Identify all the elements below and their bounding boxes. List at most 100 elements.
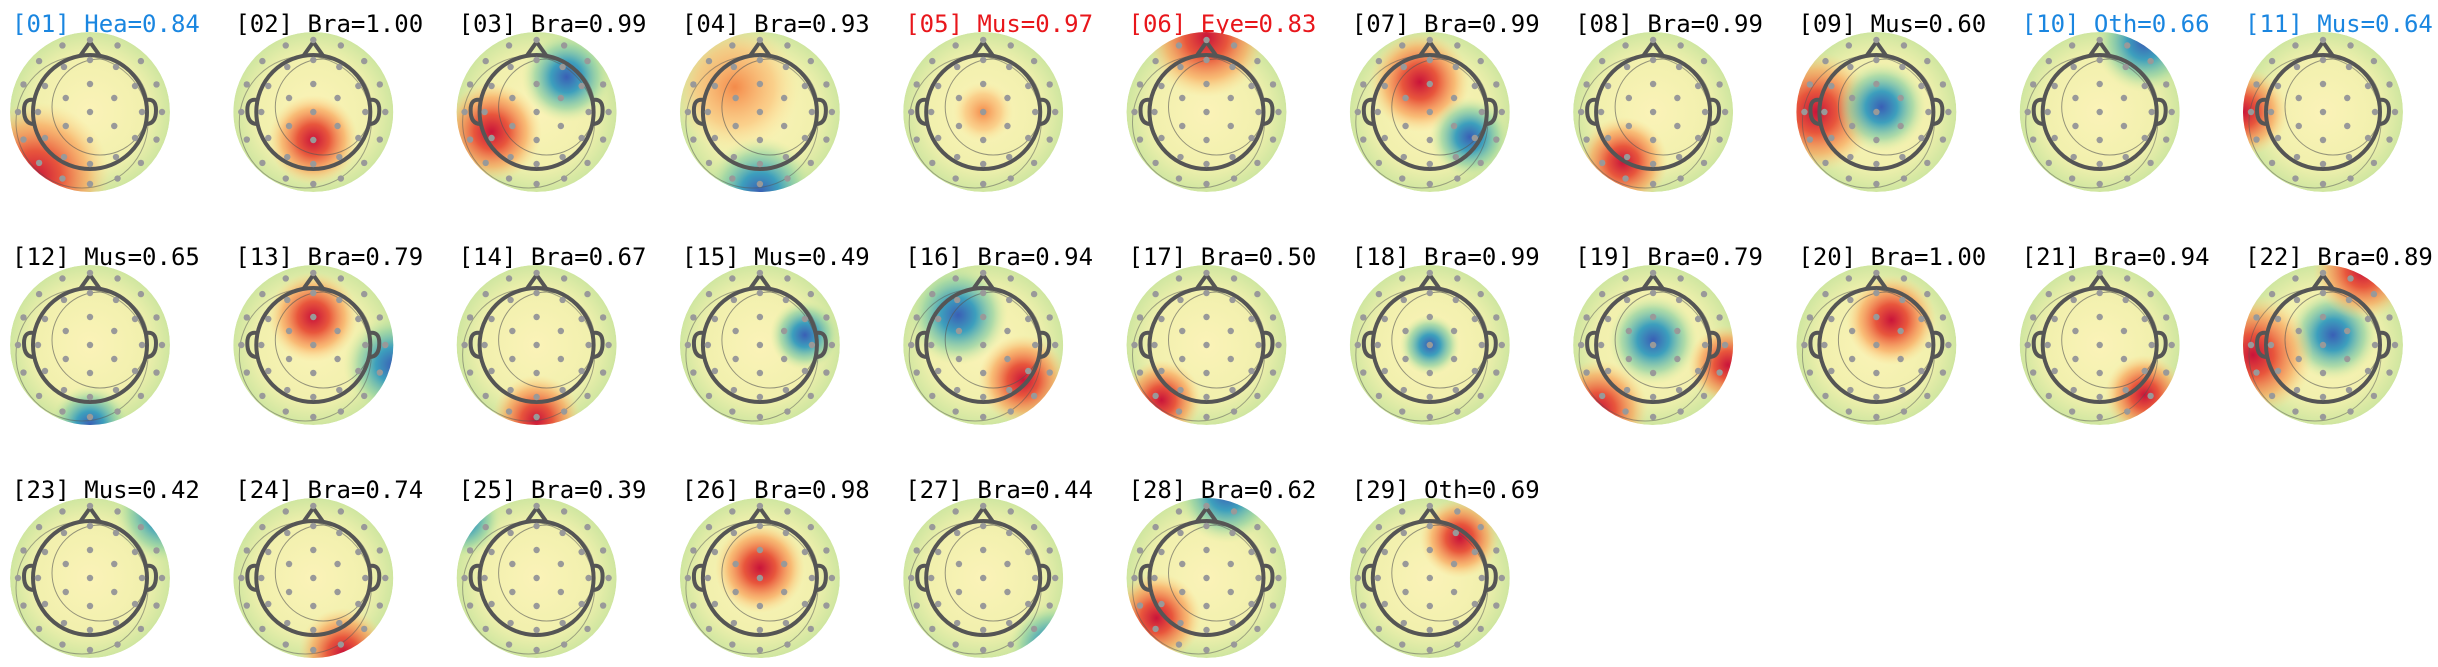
component: [23] Mus=0.42	[10, 476, 200, 658]
electrode	[86, 502, 94, 510]
electrode	[980, 160, 987, 168]
electrode	[1360, 136, 1367, 143]
electrode	[1598, 57, 1606, 65]
electrode	[1477, 57, 1484, 65]
electrode	[1900, 275, 1908, 282]
electrode	[35, 523, 43, 531]
electrode	[1203, 180, 1210, 188]
electrode	[111, 588, 118, 596]
electrode	[112, 63, 120, 71]
component-label: [08] Bra=0.99	[1575, 10, 1763, 38]
electrode	[2124, 42, 2131, 49]
electrode	[1177, 296, 1184, 304]
electrode	[488, 548, 495, 556]
electrode	[808, 108, 816, 116]
electrode	[1203, 546, 1210, 554]
electrode	[1354, 108, 1362, 116]
electrode	[1136, 547, 1144, 554]
electrode	[2295, 327, 2302, 335]
electrode	[711, 82, 719, 90]
ear-left	[245, 563, 258, 592]
electrode	[259, 392, 266, 400]
electrode	[265, 315, 272, 323]
electrode	[1360, 314, 1367, 321]
electrode	[729, 508, 736, 515]
electrode	[243, 547, 250, 554]
electrode	[1254, 625, 1261, 633]
electrode	[1052, 341, 1059, 349]
ear-right	[145, 563, 159, 592]
electrode	[1254, 290, 1261, 298]
electrode	[954, 296, 961, 304]
electrode	[2147, 159, 2154, 167]
electrode	[1873, 269, 1880, 277]
electrode	[1471, 600, 1479, 608]
electrode	[137, 625, 145, 633]
head-outline	[31, 286, 149, 404]
electrode	[2045, 290, 2052, 298]
electrode	[243, 369, 250, 376]
electrode	[705, 625, 713, 633]
head-outline	[31, 53, 149, 171]
topomap-blob	[2243, 67, 2288, 157]
electrode	[112, 529, 120, 537]
component-label: [03] Bra=0.99	[459, 10, 647, 38]
head-outline	[477, 519, 596, 637]
electrode	[1649, 80, 1657, 88]
electrode	[2319, 160, 2327, 168]
electrode	[2051, 315, 2058, 323]
electrode	[1007, 641, 1014, 648]
electrode	[1674, 327, 1681, 335]
ear-left	[691, 330, 705, 359]
electrode	[41, 367, 49, 375]
electrode	[908, 574, 915, 582]
electrode	[690, 314, 697, 321]
electrode	[336, 63, 343, 71]
electrode	[2024, 108, 2031, 116]
electrode	[908, 108, 915, 116]
electrode	[828, 574, 836, 582]
electrode	[20, 547, 27, 554]
electrode	[2386, 136, 2393, 143]
electrode	[466, 314, 474, 321]
electrode	[238, 574, 245, 582]
ear-right	[1262, 563, 1275, 592]
electrode	[376, 314, 384, 321]
electrode	[1478, 341, 1486, 349]
electrode	[1493, 136, 1500, 143]
electrode	[1004, 94, 1011, 102]
electrode	[2141, 315, 2148, 323]
electrode	[62, 588, 69, 596]
electrode	[1400, 386, 1408, 394]
electrode	[2068, 175, 2076, 182]
electrode	[533, 56, 540, 64]
electrode	[2051, 134, 2058, 142]
electrode	[265, 134, 272, 142]
electrode	[1426, 80, 1434, 88]
electrode	[2096, 413, 2103, 421]
electrode	[533, 80, 540, 88]
electrode	[1426, 369, 1434, 377]
electrode	[2096, 369, 2103, 377]
electrode	[1721, 341, 1729, 349]
electrode	[2029, 314, 2037, 321]
ear-right	[2378, 330, 2392, 359]
electrode	[1152, 392, 1159, 400]
component: [01] Hea=0.84	[10, 10, 200, 192]
electrode	[2029, 81, 2037, 88]
electrode	[1006, 619, 1013, 627]
component: [22] Bra=0.89	[2243, 243, 2433, 425]
electrode	[1471, 315, 1479, 323]
electrode	[1374, 341, 1382, 349]
electrode	[131, 82, 139, 90]
electrode	[1848, 327, 1856, 335]
electrode	[114, 275, 121, 282]
electrode	[2274, 367, 2282, 375]
component-label: [19] Bra=0.79	[1575, 243, 1763, 271]
electrode	[1847, 153, 1854, 161]
electrode	[1248, 600, 1255, 608]
electrode	[1848, 355, 1856, 363]
electrode	[2386, 369, 2393, 376]
electrode	[138, 341, 146, 349]
electrode	[2319, 269, 2327, 277]
